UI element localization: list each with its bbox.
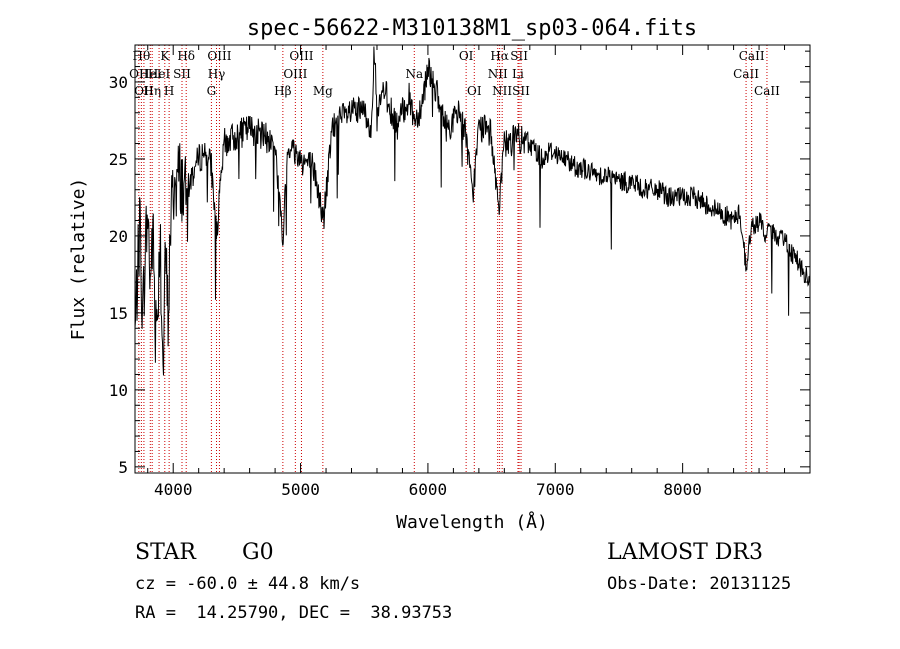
line-marker-label: Hδ (177, 49, 195, 63)
x-tick-label: 6000 (409, 480, 448, 499)
line-marker-label: CaII (733, 67, 759, 81)
y-tick-label: 15 (109, 304, 128, 323)
line-marker-label: Li (512, 67, 524, 81)
redshift-value: cz = -60.0 ± 44.8 km/s (135, 574, 361, 594)
line-marker-label: OIII (283, 67, 307, 81)
line-marker-label: OI (459, 49, 474, 63)
line-marker-label: CaII (754, 84, 780, 98)
line-marker-label: H (164, 84, 174, 98)
line-marker-label: SII (510, 49, 528, 63)
y-tick-label: 5 (118, 458, 128, 477)
line-marker-label: Hα (490, 49, 509, 63)
line-marker-label: CaII (739, 49, 765, 63)
line-marker-label: Hβ (274, 84, 291, 98)
line-marker-label: Hη (143, 84, 161, 98)
y-tick-label: 10 (109, 381, 128, 400)
x-tick-label: 5000 (281, 480, 320, 499)
line-marker-label: Mg (313, 84, 333, 98)
line-marker-label: HeI (148, 67, 171, 81)
plot-frame (134, 44, 811, 474)
line-marker-label: HeI (139, 67, 162, 81)
line-marker-label: OIII (207, 49, 231, 63)
line-marker-label: SII (512, 84, 530, 98)
line-marker-label: NII (488, 67, 508, 81)
line-marker-label: OII (129, 67, 149, 81)
line-marker-label: NII (492, 84, 512, 98)
line-marker-label: Hθ (133, 49, 151, 63)
x-tick-label: 8000 (663, 480, 702, 499)
line-marker-label: OII (134, 84, 154, 98)
y-tick-label: 20 (109, 227, 128, 246)
line-marker-label: OIII (289, 49, 313, 63)
object-class: STAR (135, 540, 196, 565)
y-tick-label: 25 (109, 150, 128, 169)
axis-ticks: 4000 5000 6000 7000 8000 5 10 15 20 25 30 (109, 45, 810, 499)
line-marker-label: SII (173, 67, 191, 81)
survey-name: LAMOST DR3 (607, 540, 763, 565)
x-tick-label: 7000 (536, 480, 575, 499)
observation-date: Obs-Date: 20131125 (607, 574, 792, 594)
x-tick-label: 4000 (154, 480, 193, 499)
line-marker-label: K (160, 49, 170, 63)
line-marker-label: Na (405, 67, 423, 81)
object-subclass: G0 (242, 540, 274, 565)
line-marker-label: OI (467, 84, 482, 98)
sky-coordinates: RA = 14.25790, DEC = 38.93753 (135, 603, 453, 623)
spectrum-series (134, 46, 811, 376)
y-tick-label: 30 (109, 73, 128, 92)
y-axis-label: Flux (relative) (68, 178, 89, 341)
line-marker-label: Hγ (208, 67, 226, 81)
x-axis-label: Wavelength (Å) (396, 511, 548, 533)
chart-title: spec-56622-M310138M1_sp03-064.fits (247, 16, 697, 41)
line-marker-label: G (207, 84, 217, 98)
